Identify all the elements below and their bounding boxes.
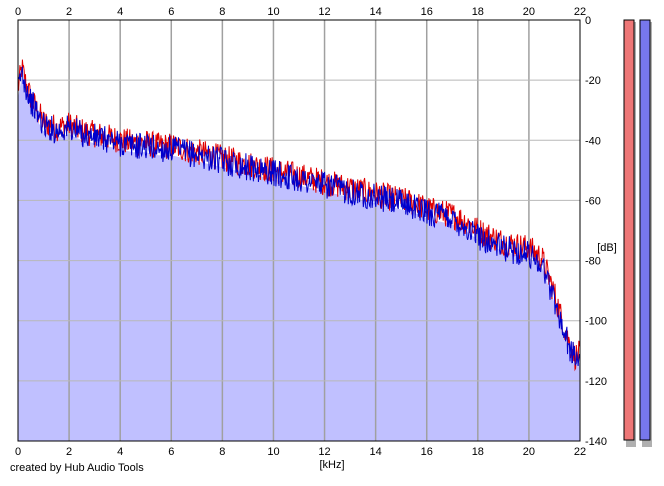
bottom-tick-label-14: 14: [370, 446, 382, 458]
spectrum-fill: [18, 77, 580, 441]
right-channel-meter: [639, 19, 651, 441]
y-axis-label: [dB]: [597, 242, 617, 254]
top-tick-label-0: 0: [15, 6, 21, 18]
bottom-tick-label-8: 8: [219, 446, 225, 458]
y-tick-label--40: -40: [585, 135, 601, 147]
y-tick-label--120: -120: [585, 376, 607, 388]
series-line-1: [17, 59, 581, 372]
top-tick-label-20: 20: [523, 6, 535, 18]
top-tick-label-2: 2: [66, 6, 72, 18]
plot-frame: [17, 19, 581, 442]
series-line-2: [17, 66, 581, 366]
level-meters: [623, 19, 652, 447]
plot-border: [17, 19, 581, 442]
top-tick-label-12: 12: [318, 6, 330, 18]
top-tick-label-18: 18: [472, 6, 484, 18]
top-tick-label-8: 8: [219, 6, 225, 18]
bottom-tick-label-10: 10: [267, 446, 279, 458]
y-tick-label--20: -20: [585, 75, 601, 87]
y-tick-label--80: -80: [585, 256, 601, 268]
bottom-tick-label-6: 6: [168, 446, 174, 458]
credit-text: created by Hub Audio Tools: [10, 462, 144, 474]
bottom-tick-label-0: 0: [15, 446, 21, 458]
top-tick-label-22: 22: [574, 6, 586, 18]
top-tick-label-4: 4: [117, 6, 123, 18]
top-tick-label-14: 14: [370, 6, 382, 18]
bottom-tick-label-12: 12: [318, 446, 330, 458]
area-fill: [18, 77, 580, 441]
y-tick-label-0: 0: [585, 15, 591, 27]
top-tick-label-10: 10: [267, 6, 279, 18]
top-tick-label-6: 6: [168, 6, 174, 18]
bottom-tick-label-16: 16: [421, 446, 433, 458]
bottom-tick-label-4: 4: [117, 446, 123, 458]
bottom-tick-label-2: 2: [66, 446, 72, 458]
top-tick-label-16: 16: [421, 6, 433, 18]
left-channel-meter: [623, 19, 635, 441]
bottom-tick-label-20: 20: [523, 446, 535, 458]
y-tick-label--100: -100: [585, 316, 607, 328]
x-axis-label: [kHz]: [319, 459, 344, 471]
y-tick-label--60: -60: [585, 195, 601, 207]
y-tick-label--140: -140: [585, 436, 607, 448]
bottom-tick-label-18: 18: [472, 446, 484, 458]
series-lines: [17, 59, 581, 372]
tick-labels: 002244668810101212141416161818202022220-…: [15, 6, 607, 458]
bottom-tick-label-22: 22: [574, 446, 586, 458]
